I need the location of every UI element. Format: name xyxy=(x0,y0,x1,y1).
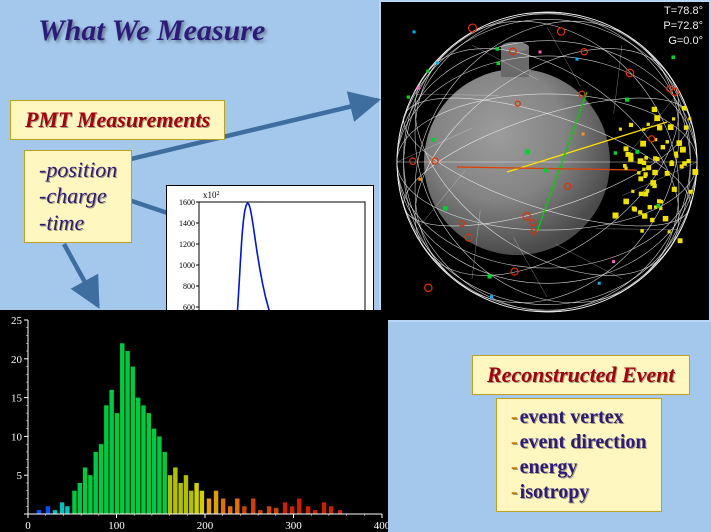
pmt-measurements-label: PMT Measurements xyxy=(10,100,225,140)
measurements-box: -position-charge-time xyxy=(24,150,132,243)
svg-text:1000: 1000 xyxy=(179,261,195,270)
svg-text:100: 100 xyxy=(108,520,125,532)
page-title: What We Measure xyxy=(38,14,265,48)
recon-item: isotropy xyxy=(511,480,647,505)
reconstructed-items-box: event vertexevent directionenergyisotrop… xyxy=(496,398,662,512)
recon-item: event direction xyxy=(511,430,647,455)
svg-text:1400: 1400 xyxy=(179,219,195,228)
time-histogram: 5 10 15 20 25 0 100 200 300 400 xyxy=(0,310,388,532)
svg-text:800: 800 xyxy=(183,282,195,291)
detector-3d-view: T=78.8° P=72.8° G=0.0° xyxy=(379,0,711,322)
view-angles: T=78.8° P=72.8° G=0.0° xyxy=(663,4,703,49)
svg-text:1200: 1200 xyxy=(179,240,195,249)
reconstructed-event-label: Reconstructed Event xyxy=(472,355,690,395)
svg-text:25: 25 xyxy=(11,315,23,327)
svg-text:1600: 1600 xyxy=(179,198,195,207)
svg-text:15: 15 xyxy=(11,393,23,405)
recon-item: energy xyxy=(511,455,647,480)
svg-text:400: 400 xyxy=(374,520,388,532)
svg-text:20: 20 xyxy=(11,354,23,366)
svg-text:10: 10 xyxy=(11,431,23,443)
recon-item: event vertex xyxy=(511,405,647,430)
svg-text:5: 5 xyxy=(17,470,23,482)
measurement-item: -time xyxy=(39,210,117,236)
svg-text:0: 0 xyxy=(25,520,31,532)
measurement-item: -charge xyxy=(39,183,117,209)
measurement-item: -position xyxy=(39,157,117,183)
svg-text:200: 200 xyxy=(197,520,214,532)
svg-text:300: 300 xyxy=(285,520,302,532)
svg-text:x102: x102 xyxy=(203,190,220,200)
